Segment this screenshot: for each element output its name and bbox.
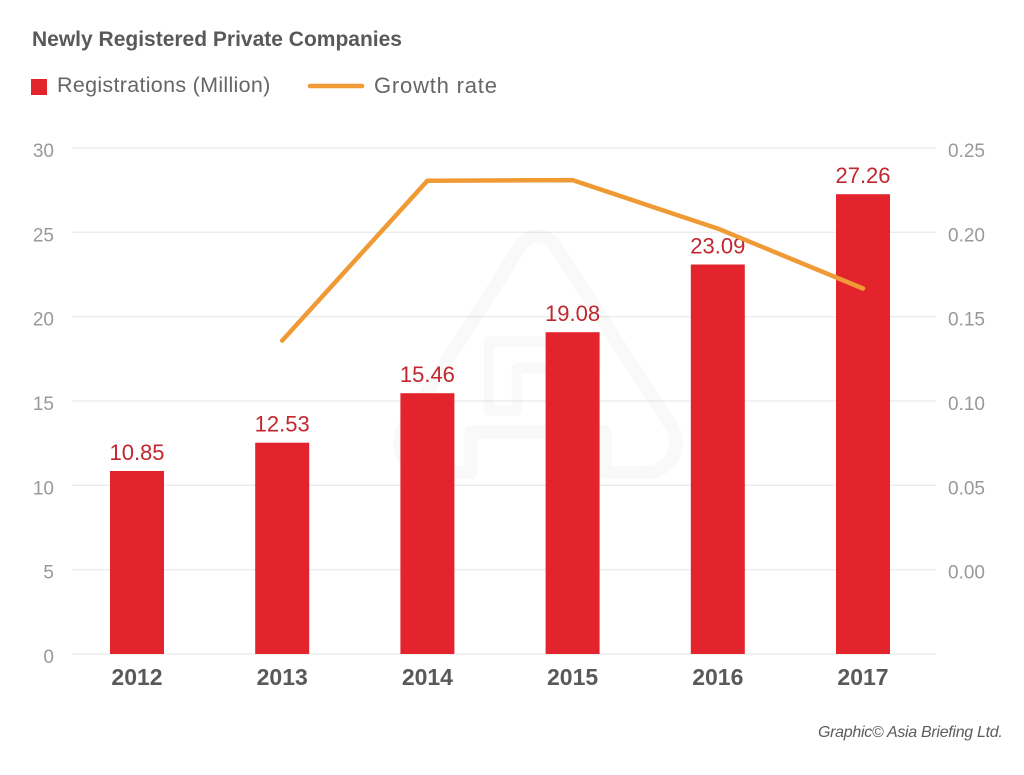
- svg-text:15: 15: [33, 394, 54, 415]
- svg-text:27.26: 27.26: [835, 163, 890, 188]
- svg-text:15.46: 15.46: [400, 362, 455, 387]
- svg-text:19.08: 19.08: [545, 301, 600, 326]
- svg-text:2016: 2016: [692, 664, 743, 690]
- svg-text:30: 30: [33, 141, 54, 162]
- svg-text:2017: 2017: [837, 664, 888, 690]
- svg-text:20: 20: [33, 310, 54, 331]
- svg-text:0.25: 0.25: [948, 141, 985, 162]
- svg-text:0.05: 0.05: [948, 478, 985, 499]
- svg-text:25: 25: [33, 225, 54, 246]
- svg-text:0.15: 0.15: [948, 310, 985, 331]
- svg-text:0.20: 0.20: [948, 225, 985, 246]
- svg-text:2015: 2015: [547, 664, 598, 690]
- svg-text:0: 0: [43, 647, 54, 668]
- svg-text:10: 10: [33, 478, 54, 499]
- svg-text:10.85: 10.85: [109, 440, 164, 465]
- svg-text:0.10: 0.10: [948, 394, 985, 415]
- svg-text:2014: 2014: [402, 664, 453, 690]
- svg-text:2013: 2013: [257, 664, 308, 690]
- svg-text:0.00: 0.00: [948, 563, 985, 584]
- svg-text:2012: 2012: [111, 664, 162, 690]
- svg-text:5: 5: [43, 563, 54, 584]
- svg-text:12.53: 12.53: [255, 412, 310, 437]
